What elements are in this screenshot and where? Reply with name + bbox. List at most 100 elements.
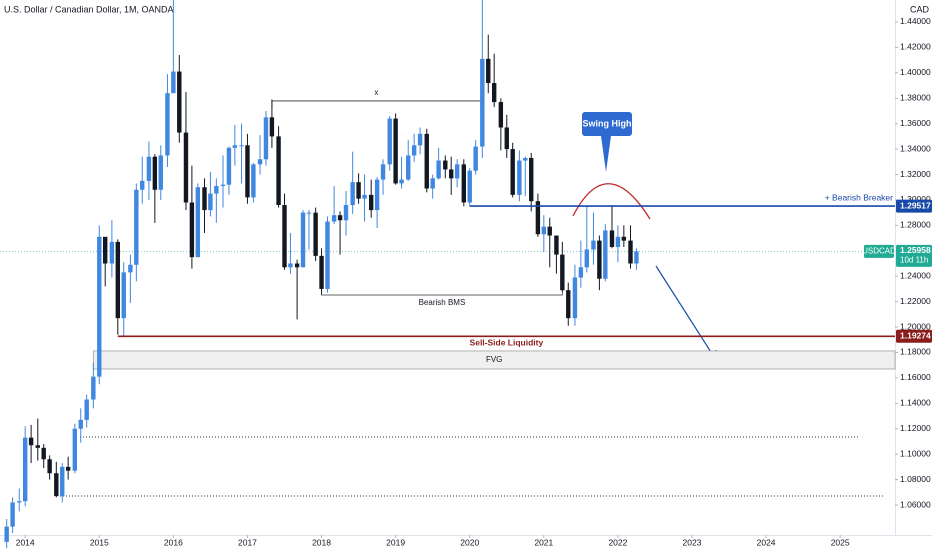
candle-body xyxy=(313,212,318,256)
x-tick-label: 2020 xyxy=(460,537,479,547)
x-tick-label: 2025 xyxy=(831,537,850,547)
candle-body xyxy=(78,419,83,429)
candle-body xyxy=(443,160,448,170)
level-label: + Bearish Breaker xyxy=(825,192,893,202)
candle-body xyxy=(128,264,133,273)
candle-body xyxy=(220,184,226,186)
candle-body xyxy=(22,437,28,502)
candle-body xyxy=(257,159,263,165)
y-tick-label: 1.16000 xyxy=(900,372,931,382)
candle-body xyxy=(109,241,115,264)
candle-body xyxy=(65,466,71,471)
candle-body xyxy=(152,156,158,190)
candle-body xyxy=(517,160,522,195)
candle-body xyxy=(572,277,578,319)
candle-body xyxy=(121,272,126,319)
candle-body xyxy=(232,145,238,148)
candle-body xyxy=(91,376,96,400)
candle-body xyxy=(251,164,256,198)
candle-body xyxy=(591,240,596,250)
y-tick-label: 1.28000 xyxy=(900,220,931,230)
candle-body xyxy=(134,189,139,265)
candle-body xyxy=(140,180,145,190)
candle-body xyxy=(350,182,355,206)
candle-body xyxy=(374,179,380,211)
candle-body xyxy=(529,157,534,202)
y-tick-label: 1.30000 xyxy=(900,194,931,204)
candle-body xyxy=(387,118,392,165)
candle-body xyxy=(189,202,195,258)
y-tick-label: 1.12000 xyxy=(900,423,931,433)
candle-body xyxy=(621,236,627,241)
candle-body xyxy=(417,133,423,146)
candle-body xyxy=(628,240,633,264)
candle-body xyxy=(486,58,491,84)
candle-body xyxy=(41,447,46,460)
x-tick-label: 2016 xyxy=(164,537,183,547)
y-tick-label: 1.36000 xyxy=(900,118,931,128)
candle-body xyxy=(510,149,515,195)
symbol-box xyxy=(864,244,894,258)
candle-body xyxy=(202,187,207,211)
candle-body xyxy=(300,212,306,268)
bracket-label: x xyxy=(374,88,378,97)
candle-body xyxy=(393,118,398,184)
chart-title: U.S. Dollar / Canadian Dollar, 1M, OANDA xyxy=(4,4,174,14)
x-tick-label: 2018 xyxy=(312,537,331,547)
y-tick-label: 1.22000 xyxy=(900,296,931,306)
candle-body xyxy=(523,157,528,161)
candle-body xyxy=(35,445,40,448)
candle-body xyxy=(603,230,608,279)
candle-body xyxy=(72,428,78,471)
y-tick-label: 1.18000 xyxy=(900,347,931,357)
candle-body xyxy=(578,267,584,278)
y-tick-label: 1.32000 xyxy=(900,169,931,179)
bracket-label: Bearish BMS xyxy=(419,298,466,307)
x-tick-label: 2015 xyxy=(90,537,109,547)
y-tick-label: 1.42000 xyxy=(900,42,931,52)
currency: CAD xyxy=(910,4,930,14)
candle-body xyxy=(491,83,497,103)
candle-body xyxy=(4,526,9,542)
x-tick-label: 2017 xyxy=(238,537,257,547)
level-price-label: 1.19274 xyxy=(900,331,931,341)
candle-body xyxy=(406,155,411,180)
candle-body xyxy=(547,226,552,236)
candle-body xyxy=(282,205,287,268)
level-price-label: 1.29517 xyxy=(900,200,931,210)
y-tick-label: 1.44000 xyxy=(900,16,931,26)
candle-body xyxy=(609,230,615,247)
candle-body xyxy=(368,194,374,211)
candle-body xyxy=(615,236,621,247)
x-tick-label: 2019 xyxy=(386,537,405,547)
candle-body xyxy=(541,226,547,235)
candle-body xyxy=(337,215,343,221)
candle-body xyxy=(288,263,293,268)
x-tick-label: 2014 xyxy=(16,537,35,547)
candle-body xyxy=(17,501,22,503)
candle-body xyxy=(269,117,275,137)
candle-body xyxy=(208,193,213,211)
candle-body xyxy=(103,236,108,264)
candle-body xyxy=(480,58,485,147)
candle-body xyxy=(276,136,281,206)
candle-body xyxy=(343,205,349,221)
candle-body xyxy=(449,169,454,179)
candle-body xyxy=(454,164,460,179)
candle-body xyxy=(597,240,602,279)
candle-body xyxy=(424,133,429,189)
candle-body xyxy=(566,290,571,319)
y-tick-label: 1.06000 xyxy=(900,499,931,509)
candle-body xyxy=(436,160,441,179)
candle-body xyxy=(306,212,312,214)
candle-body xyxy=(239,145,244,147)
candle-body xyxy=(380,164,386,180)
fvg-label: FVG xyxy=(486,355,502,364)
candle-body xyxy=(54,473,59,497)
candle-body xyxy=(47,459,52,474)
last-price-label: 1.25958 xyxy=(900,245,931,255)
x-tick-label: 2024 xyxy=(757,537,776,547)
candle-body xyxy=(634,251,639,264)
